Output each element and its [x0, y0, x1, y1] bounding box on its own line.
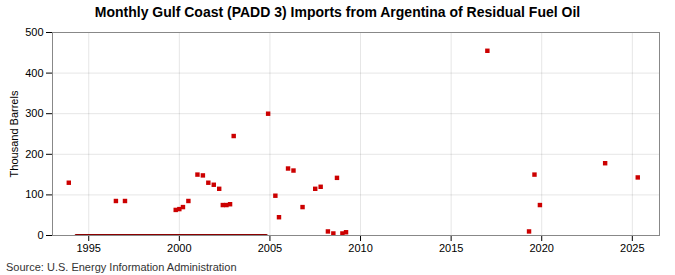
- svg-text:1995: 1995: [76, 242, 100, 254]
- svg-text:0: 0: [37, 229, 43, 241]
- svg-text:2005: 2005: [258, 242, 282, 254]
- svg-text:2000: 2000: [167, 242, 191, 254]
- svg-text:100: 100: [25, 188, 43, 200]
- html-text:Source: U.S. Energy Informatio: Source: U.S. Energy Information Administ…: [6, 261, 237, 273]
- html-text:Monthly Gulf Coast (PADD 3) Im: Monthly Gulf Coast (PADD 3) Imports from…: [94, 4, 581, 20]
- svg-text:2025: 2025: [620, 242, 644, 254]
- svg-text:300: 300: [25, 107, 43, 119]
- svg-text:500: 500: [25, 26, 43, 38]
- svg-text:200: 200: [25, 148, 43, 160]
- svg-text:2015: 2015: [439, 242, 463, 254]
- svg-text:400: 400: [25, 67, 43, 79]
- svg-text:2020: 2020: [529, 242, 553, 254]
- svg-text:2010: 2010: [348, 242, 372, 254]
- svg-text:Thousand Barrels: Thousand Barrels: [8, 90, 20, 177]
